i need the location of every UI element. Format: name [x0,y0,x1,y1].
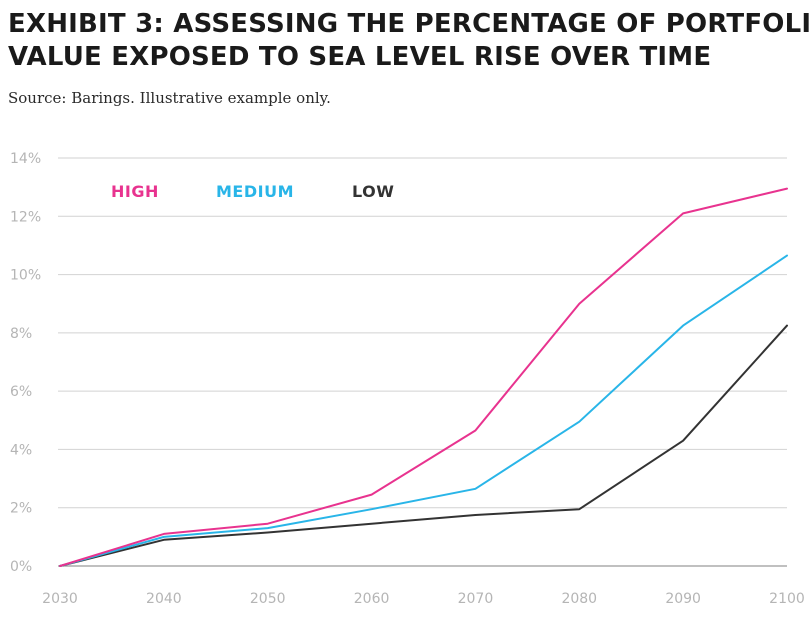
y-tick-label: 12% [10,209,41,225]
legend-item-high: HIGH [111,182,159,201]
gridlines [58,157,787,567]
y-tick-label: 6% [10,384,32,400]
chart-title-line-1: EXHIBIT 3: ASSESSING THE PERCENTAGE OF P… [8,9,811,39]
y-tick-label: 2% [10,501,32,517]
y-axis-ticks: 0% 2% 4% 6% 8% 10% 12% 14% [10,151,41,575]
x-tick-label: 2040 [146,591,182,607]
x-tick-label: 2090 [665,591,701,607]
x-tick-label: 2050 [250,591,286,607]
chart-title-line-2: VALUE EXPOSED TO SEA LEVEL RISE OVER TIM… [8,42,712,72]
x-tick-label: 2080 [561,591,597,607]
x-tick-label: 2070 [458,591,494,607]
legend-item-medium: MEDIUM [216,182,294,201]
x-axis-ticks: 2030 2040 2050 2060 2070 2080 2090 2100 [42,591,805,607]
y-tick-label: 14% [10,151,41,167]
x-tick-label: 2060 [354,591,390,607]
legend-item-low: LOW [352,182,394,201]
chart-title: EXHIBIT 3: ASSESSING THE PERCENTAGE OF P… [8,8,811,74]
series-line-medium [59,254,788,567]
y-tick-label: 4% [10,442,32,458]
y-tick-label: 8% [10,326,32,342]
legend: HIGH MEDIUM LOW [111,182,394,201]
y-tick-label: 10% [10,268,41,284]
x-tick-label: 2030 [42,591,78,607]
x-tick-label: 2100 [769,591,805,607]
series-line-high [59,187,788,567]
series-lines [59,187,788,567]
y-tick-label: 0% [10,559,32,575]
series-line-low [59,324,788,567]
chart-subtitle: Source: Barings. Illustrative example on… [8,89,331,107]
